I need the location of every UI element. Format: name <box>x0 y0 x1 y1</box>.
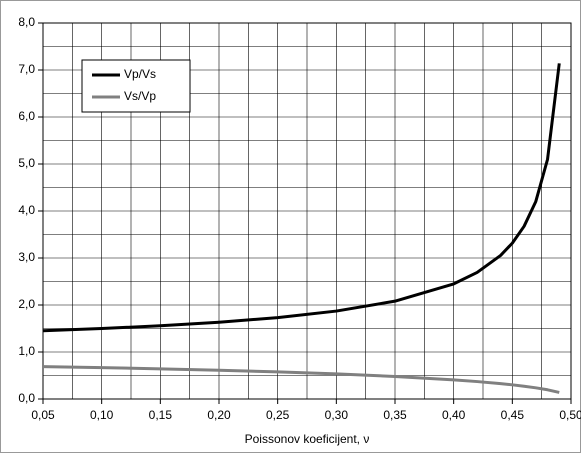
x-tick-label: 0,20 <box>207 408 231 422</box>
y-tick-label: 4,0 <box>18 203 35 217</box>
plot-border <box>42 22 572 400</box>
x-tick-label: 0,10 <box>90 408 114 422</box>
x-tick-label: 0,50 <box>559 408 581 422</box>
y-tick-label: 7,0 <box>18 62 35 76</box>
legend-label: Vp/Vs <box>124 67 156 81</box>
x-tick-label: 0,30 <box>325 408 349 422</box>
legend-box <box>81 59 191 113</box>
x-tick-label: 0,05 <box>31 408 55 422</box>
y-tick-label: 0,0 <box>18 391 35 405</box>
x-tick-label: 0,15 <box>149 408 173 422</box>
y-tick-label: 1,0 <box>18 344 35 358</box>
y-tick-label: 8,0 <box>18 15 35 29</box>
x-tick-label: 0,40 <box>442 408 466 422</box>
series-line <box>42 365 560 394</box>
x-tick-label: 0,45 <box>501 408 525 422</box>
x-tick-label: 0,35 <box>383 408 407 422</box>
y-tick-label: 2,0 <box>18 297 35 311</box>
x-tick-label: 0,25 <box>266 408 290 422</box>
series-line <box>42 63 561 333</box>
x-axis-label: Poissonov koeficijent, ν <box>245 432 370 446</box>
y-tick-label: 5,0 <box>18 156 35 170</box>
legend-label: Vs/Vp <box>124 89 156 103</box>
y-tick-label: 6,0 <box>18 109 35 123</box>
y-tick-label: 3,0 <box>18 250 35 264</box>
